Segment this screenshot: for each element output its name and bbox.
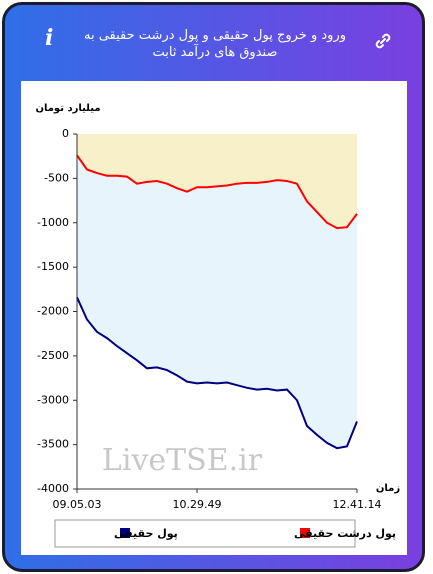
y-axis-label: میلیارد تومان <box>35 103 100 114</box>
x-tick-label: 10.29.49 <box>173 498 222 511</box>
y-tick-label: -1500 <box>37 260 69 273</box>
link-icon[interactable] <box>373 31 393 51</box>
area-fill <box>77 134 357 229</box>
legend-swatch <box>300 528 310 538</box>
series-line <box>76 296 358 450</box>
y-tick-label: -500 <box>44 171 69 184</box>
x-tick-label: 12.41.14 <box>333 498 382 511</box>
area-fill <box>77 155 357 449</box>
y-tick-label: -2500 <box>37 349 69 362</box>
y-tick-label: -3500 <box>37 438 69 451</box>
series-line <box>76 154 358 230</box>
y-tick-label: 0 <box>62 127 69 140</box>
y-tick-label: -4000 <box>37 482 69 495</box>
y-tick-label: -2000 <box>37 305 69 318</box>
x-axis-label: زمان <box>376 483 400 494</box>
x-tick-label: 09.05.03 <box>53 498 102 511</box>
legend-label: پول حقیقی <box>114 527 178 540</box>
y-tick-label: -1000 <box>37 216 69 229</box>
info-icon[interactable]: i <box>45 25 54 51</box>
watermark: LiveTSE.ir <box>102 443 263 478</box>
y-tick-label: -3000 <box>37 393 69 406</box>
legend-label: پول درشت حقیقی <box>294 527 396 540</box>
header-title: ورود و خروج پول حقیقی و پول درشت حقیقی ب… <box>83 28 346 60</box>
legend-swatch <box>120 528 130 538</box>
